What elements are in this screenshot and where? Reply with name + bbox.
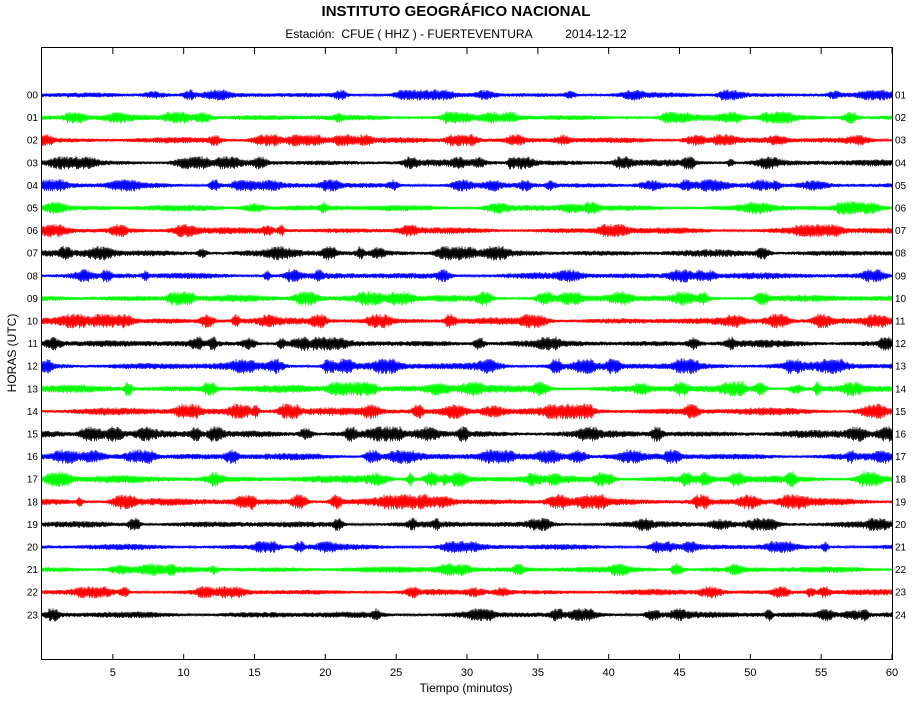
hour-label-left: 15 <box>27 430 39 441</box>
x-tick-label: 5 <box>110 667 116 679</box>
hour-label-right: 22 <box>895 565 907 576</box>
seismic-trace-11 <box>41 336 893 351</box>
hour-label-left: 03 <box>27 158 39 169</box>
seismic-trace-01 <box>41 111 893 124</box>
hour-label-left: 04 <box>27 181 39 192</box>
hour-label-left: 11 <box>28 339 39 350</box>
hour-label-left: 20 <box>27 543 39 554</box>
hour-label-right: 17 <box>895 452 907 463</box>
hour-label-right: 24 <box>895 610 907 621</box>
seismic-traces <box>41 89 893 622</box>
hour-label-left: 02 <box>27 136 39 147</box>
seismic-trace-21 <box>41 562 893 577</box>
seismic-trace-20 <box>41 540 893 554</box>
hour-label-right: 12 <box>895 339 907 350</box>
seismic-trace-14 <box>41 403 893 420</box>
hour-label-right: 14 <box>895 384 907 395</box>
hour-label-right: 10 <box>895 294 907 305</box>
seismic-trace-04 <box>41 179 893 192</box>
hour-label-left: 08 <box>27 271 39 282</box>
hour-label-right: 15 <box>895 407 907 418</box>
hour-labels-right: 01 02 03 04 05 06 07 08 09 10 11 12 13 14 15 16 17 18 19 20… <box>895 91 907 622</box>
seismic-trace-03 <box>41 156 893 170</box>
y-axis-label: HORAS (UTC) <box>5 314 19 393</box>
hour-label-left: 12 <box>27 362 39 373</box>
seismic-trace-07 <box>41 245 893 261</box>
hour-labels-left: 00 01 02 03 04 05 06 07 08 09 10 11 12 13 14 15 16 17 18 19… <box>27 91 39 622</box>
seismic-trace-16 <box>41 449 893 464</box>
seismic-trace-12 <box>41 358 893 375</box>
x-tick-label: 10 <box>178 667 190 679</box>
hour-label-left: 07 <box>27 249 39 260</box>
chart-subtitle: Estación: CFUE ( HHZ ) - FUERTEVENTURA 2… <box>0 27 912 41</box>
seismic-trace-18 <box>41 493 893 510</box>
station-name: CFUE ( HHZ ) - FUERTEVENTURA <box>341 27 532 41</box>
seismic-trace-08 <box>41 269 893 283</box>
record-date: 2014-12-12 <box>565 27 627 41</box>
x-tick-label: 20 <box>319 667 331 679</box>
x-tick-label: 40 <box>603 667 615 679</box>
hour-label-left: 23 <box>27 610 39 621</box>
hour-label-left: 10 <box>27 317 39 328</box>
hour-label-left: 06 <box>27 226 39 237</box>
seismic-trace-19 <box>41 517 893 532</box>
hour-label-right: 23 <box>895 588 907 599</box>
hour-label-left: 01 <box>27 113 39 124</box>
hour-label-right: 06 <box>895 204 907 215</box>
hour-label-right: 05 <box>895 181 907 192</box>
seismic-trace-00 <box>41 89 893 101</box>
x-tick-label: 50 <box>744 667 756 679</box>
hour-label-left: 21 <box>27 565 39 576</box>
hour-label-right: 03 <box>895 136 907 147</box>
hour-label-left: 05 <box>27 204 39 215</box>
hour-label-right: 01 <box>895 91 907 102</box>
x-tick-label: 30 <box>461 667 473 679</box>
seismic-trace-15 <box>41 426 893 442</box>
hour-label-right: 21 <box>895 543 907 554</box>
seismic-trace-10 <box>41 313 893 329</box>
hour-label-right: 08 <box>895 249 907 260</box>
x-tick-label: 45 <box>673 667 685 679</box>
hour-label-left: 14 <box>27 407 39 418</box>
x-tick-label: 35 <box>532 667 544 679</box>
station-label: Estación: <box>285 27 335 41</box>
hour-label-right: 04 <box>895 158 907 169</box>
seismic-trace-09 <box>41 291 893 306</box>
hour-label-left: 09 <box>27 294 39 305</box>
hour-label-left: 16 <box>27 452 39 463</box>
hour-label-left: 17 <box>27 475 39 486</box>
x-tick-label: 25 <box>390 667 402 679</box>
x-axis-label: Tiempo (minutos) <box>420 681 513 695</box>
seismic-trace-17 <box>41 471 893 488</box>
hour-label-left: 19 <box>27 520 39 531</box>
hour-label-right: 11 <box>895 317 906 328</box>
hour-label-left: 00 <box>27 91 39 102</box>
hour-label-right: 07 <box>895 226 907 237</box>
seismic-trace-06 <box>41 223 893 238</box>
x-axis-ticks: 5 10 15 20 25 30 35 40 45 50 55 60 <box>110 48 898 679</box>
hour-label-right: 13 <box>895 362 907 373</box>
x-tick-label: 15 <box>248 667 260 679</box>
hour-label-right: 19 <box>895 497 907 508</box>
hour-label-right: 02 <box>895 113 907 124</box>
x-tick-label: 60 <box>886 667 898 679</box>
seismic-trace-22 <box>41 586 893 599</box>
hour-label-right: 18 <box>895 475 907 486</box>
hour-label-right: 09 <box>895 271 907 282</box>
hour-label-right: 20 <box>895 520 907 531</box>
seismic-trace-05 <box>41 201 893 215</box>
chart-title: INSTITUTO GEOGRÁFICO NACIONAL <box>321 3 591 20</box>
hour-label-left: 18 <box>27 497 39 508</box>
seismic-trace-23 <box>41 608 893 622</box>
hour-label-left: 13 <box>27 384 39 395</box>
hour-label-right: 16 <box>895 430 907 441</box>
seismic-trace-13 <box>41 380 893 397</box>
x-tick-label: 55 <box>815 667 827 679</box>
seismic-trace-02 <box>41 133 893 147</box>
hour-label-left: 22 <box>27 588 39 599</box>
